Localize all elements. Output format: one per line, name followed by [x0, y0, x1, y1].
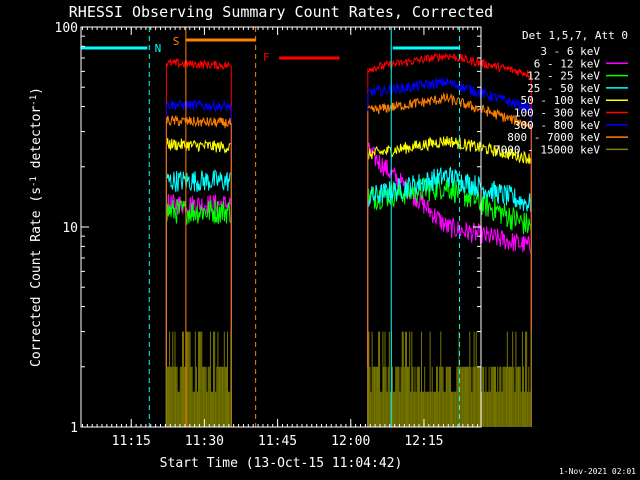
legend-entry-label: 100 - 300 keV [514, 107, 600, 120]
legend-entry-label: 7000 - 15000 keV [494, 143, 600, 156]
series-path [165, 331, 232, 427]
x-tick-label: 12:00 [331, 434, 370, 449]
series-path [367, 52, 532, 79]
series-path [367, 92, 532, 130]
series-path [165, 169, 232, 193]
legend-entry-label: 300 - 800 keV [514, 119, 600, 132]
y-axis-label-part1: Corrected Count Rate (s [29, 187, 44, 367]
x-tick-label: 11:45 [258, 434, 297, 449]
legend-entry-label: 800 - 7000 keV [507, 131, 600, 144]
series-path [165, 138, 231, 154]
legend-entry-label: 6 - 12 keV [534, 57, 601, 70]
y-axis-label-sup2: -1 [29, 95, 39, 106]
series-path [367, 59, 532, 108]
series-path [367, 331, 532, 427]
legend-entry-label: 3 - 6 keV [540, 45, 600, 58]
series-path [165, 57, 231, 71]
series-path [367, 136, 532, 164]
y-axis-label-part3: ) [29, 87, 44, 95]
series-7000-15000-kev [165, 331, 532, 427]
x-tick-label: 11:30 [185, 434, 224, 449]
chart-title: RHESSI Observing Summary Count Rates, Co… [69, 3, 493, 21]
night-marker-label: N [155, 42, 162, 55]
y-axis-label-sup1: -1 [29, 176, 39, 187]
series-path [367, 142, 532, 256]
series-path [367, 166, 532, 213]
saa-marker-label: S [173, 35, 180, 48]
plot-frame [80, 26, 482, 428]
y-tick-label: 1 [70, 421, 78, 436]
plot-data-layer [165, 52, 532, 427]
series-path [165, 114, 232, 129]
y-tick-label: 100 [55, 21, 78, 36]
series-path [367, 77, 532, 114]
legend-entry-label: 25 - 50 keV [527, 82, 600, 95]
x-axis-label: Start Time (13-Oct-15 11:04:42) [160, 456, 403, 471]
legend-header: Det 1,5,7, Att 0 [522, 29, 628, 42]
y-axis-label: Corrected Count Rate (s-1 detector-1) [29, 87, 44, 367]
footer-timestamp: 1-Nov-2021 02:01 [559, 467, 636, 476]
legend-entry-label: 12 - 25 keV [527, 70, 600, 83]
series-path [165, 198, 232, 225]
x-tick-label: 12:15 [404, 434, 443, 449]
axes-layer: 11:15 11:30 11:45 12:00 12:15 1 10 100 [55, 21, 481, 449]
x-tick-label: 11:15 [112, 434, 151, 449]
legend-entry-label: 50 - 100 keV [521, 94, 601, 107]
y-axis-label-part2: detector [29, 106, 44, 177]
flare-marker-label: F [263, 51, 270, 64]
series-path [165, 98, 232, 112]
y-tick-label: 10 [62, 221, 78, 236]
